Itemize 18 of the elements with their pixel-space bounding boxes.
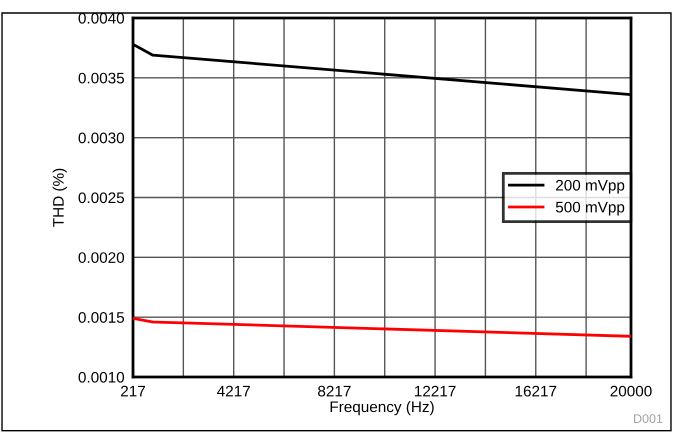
legend-label: 200 mVpp [556, 180, 624, 194]
y-tick-label: 0.0040 [78, 12, 124, 24]
x-tick-label: 12217 [415, 386, 456, 396]
y-tick-label: 0.0030 [78, 132, 124, 144]
y-tick-label: 0.0015 [78, 312, 124, 323]
y-tick-label: 0.0025 [78, 192, 124, 204]
x-tick-label: 217 [121, 386, 145, 396]
x-axis-title: Frequency (Hz) [330, 400, 434, 416]
x-tick-label: 16217 [516, 386, 556, 397]
y-axis-title: THD (%) [52, 168, 67, 227]
y-tick-label: 0.0020 [78, 252, 124, 264]
y-tick-label: 0.0035 [78, 72, 124, 84]
text: D001 [634, 414, 662, 424]
x-tick-label: 8217 [318, 386, 351, 397]
x-tick-label: 20000 [610, 386, 652, 397]
legend-label: 500 mVpp [556, 202, 624, 216]
x-tick-label: 4217 [217, 386, 250, 396]
y-tick-label: 0.0010 [78, 372, 124, 383]
